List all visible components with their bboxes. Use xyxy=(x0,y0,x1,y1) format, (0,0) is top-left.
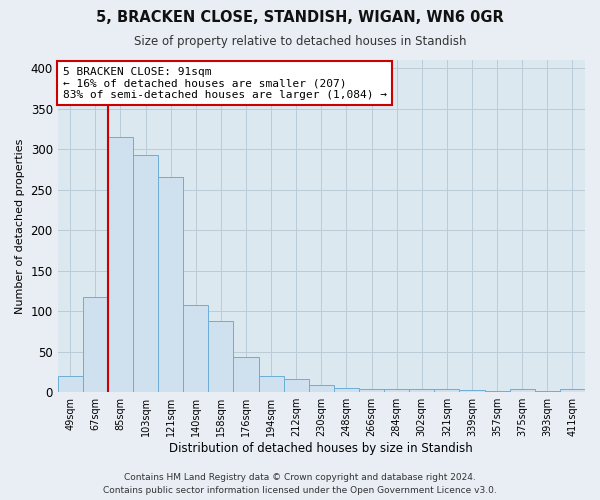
Bar xyxy=(83,296,108,392)
Bar xyxy=(108,137,133,392)
X-axis label: Distribution of detached houses by size in Standish: Distribution of detached houses by size … xyxy=(169,442,473,455)
Bar xyxy=(208,321,233,392)
Text: Contains HM Land Registry data © Crown copyright and database right 2024.
Contai: Contains HM Land Registry data © Crown c… xyxy=(103,474,497,495)
Bar xyxy=(334,388,359,392)
Bar xyxy=(460,390,485,392)
Bar xyxy=(183,304,208,392)
Bar xyxy=(233,358,259,392)
Bar xyxy=(309,385,334,392)
Bar xyxy=(158,178,183,392)
Bar xyxy=(284,379,309,392)
Bar xyxy=(133,155,158,392)
Bar xyxy=(434,389,460,392)
Bar xyxy=(409,389,434,392)
Bar xyxy=(259,376,284,392)
Text: 5, BRACKEN CLOSE, STANDISH, WIGAN, WN6 0GR: 5, BRACKEN CLOSE, STANDISH, WIGAN, WN6 0… xyxy=(96,10,504,25)
Text: 5 BRACKEN CLOSE: 91sqm
← 16% of detached houses are smaller (207)
83% of semi-de: 5 BRACKEN CLOSE: 91sqm ← 16% of detached… xyxy=(63,66,387,100)
Bar xyxy=(58,376,83,392)
Bar xyxy=(560,389,585,392)
Bar xyxy=(384,389,409,392)
Text: Size of property relative to detached houses in Standish: Size of property relative to detached ho… xyxy=(134,35,466,48)
Y-axis label: Number of detached properties: Number of detached properties xyxy=(15,138,25,314)
Bar xyxy=(359,389,384,392)
Bar xyxy=(509,389,535,392)
